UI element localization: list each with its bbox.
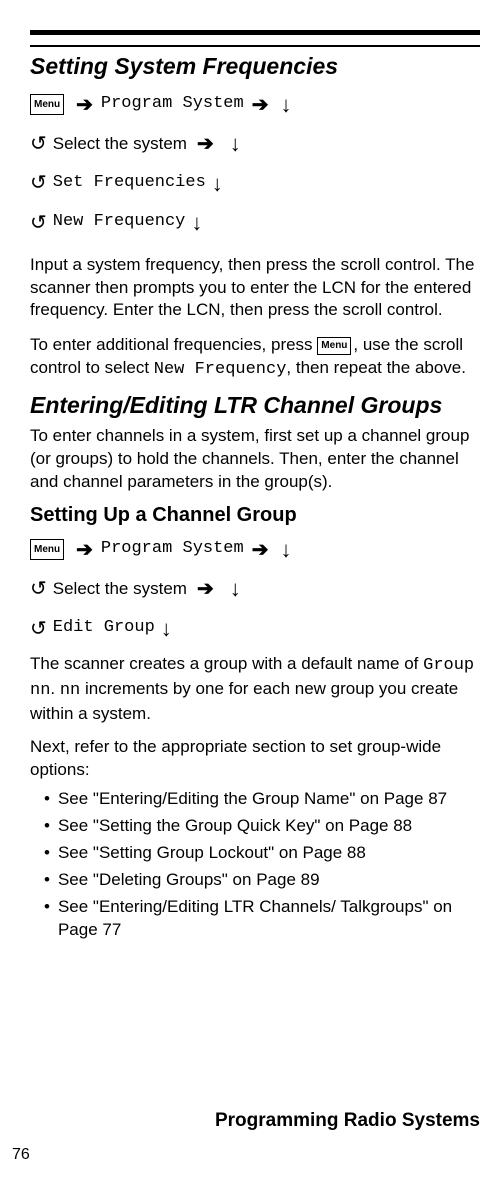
bullet-text: See "Entering/Editing LTR Channels/ Talk… [58, 896, 480, 942]
text-part: increments by one for each new group you… [30, 679, 458, 723]
bullet-text: See "Entering/Editing the Group Name" on… [58, 788, 480, 811]
arrow-right-icon: ➔ [197, 572, 214, 606]
program-system: Program System [101, 90, 244, 119]
arrow-right-icon: ➔ [252, 88, 269, 122]
text-part: To enter additional frequencies, press [30, 335, 317, 354]
refresh-icon: ↺ [30, 572, 47, 606]
nn: nn [60, 681, 80, 700]
arrow-right-icon: ➔ [197, 127, 214, 161]
nav-line: Menu ➔ Program System ➔ ↓ [30, 86, 480, 123]
paragraph: Input a system frequency, then press the… [30, 254, 480, 323]
refresh-icon: ↺ [30, 206, 47, 240]
section-title-frequencies: Setting System Frequencies [30, 53, 480, 80]
paragraph: To enter channels in a system, first set… [30, 425, 480, 494]
nav-line: ↺ Set Frequencies ↓ [30, 165, 480, 202]
select-system: Select the system [53, 130, 187, 159]
arrow-right-icon: ➔ [252, 533, 269, 567]
menu-box: Menu [30, 539, 64, 560]
nav-line: ↺ Select the system ➔ ↓ [30, 570, 480, 607]
arrow-right-icon: ➔ [76, 533, 93, 567]
arrow-down-icon: ↓ [212, 165, 223, 202]
nav-line: Menu ➔ Program System ➔ ↓ [30, 531, 480, 568]
new-frequency-inline: New Frequency [154, 360, 287, 379]
bullet-dot: • [44, 815, 50, 838]
arrow-down-icon: ↓ [191, 204, 202, 241]
bullet-dot: • [44, 788, 50, 811]
edit-group: Edit Group [53, 614, 155, 643]
page-number: 76 [12, 1146, 30, 1164]
bullet-dot: • [44, 869, 50, 892]
arrow-down-icon: ↓ [230, 570, 241, 607]
bullet-text: See "Deleting Groups" on Page 89 [58, 869, 480, 892]
paragraph: To enter additional frequencies, press M… [30, 334, 480, 382]
new-frequency: New Frequency [53, 208, 186, 237]
arrow-down-icon: ↓ [280, 531, 291, 568]
menu-box: Menu [30, 94, 64, 115]
refresh-icon: ↺ [30, 166, 47, 200]
menu-box: Menu [317, 337, 351, 355]
list-item: • See "Entering/Editing LTR Channels/ Ta… [44, 896, 480, 942]
list-item: • See "Setting the Group Quick Key" on P… [44, 815, 480, 838]
bullet-dot: • [44, 842, 50, 865]
text-part: , then repeat the above. [286, 358, 466, 377]
arrow-down-icon: ↓ [161, 610, 172, 647]
bullet-text: See "Setting the Group Quick Key" on Pag… [58, 815, 480, 838]
list-item: • See "Deleting Groups" on Page 89 [44, 869, 480, 892]
list-item: • See "Setting Group Lockout" on Page 88 [44, 842, 480, 865]
nav-line: ↺ Select the system ➔ ↓ [30, 125, 480, 162]
arrow-down-icon: ↓ [280, 86, 291, 123]
list-item: • See "Entering/Editing the Group Name" … [44, 788, 480, 811]
nav-line: ↺ Edit Group ↓ [30, 610, 480, 647]
text-part: . [50, 679, 59, 698]
arrow-right-icon: ➔ [76, 88, 93, 122]
sub-title-channel-group: Setting Up a Channel Group [30, 504, 480, 527]
rule-thin [30, 45, 480, 47]
refresh-icon: ↺ [30, 612, 47, 646]
nav-line: ↺ New Frequency ↓ [30, 204, 480, 241]
set-frequencies: Set Frequencies [53, 169, 206, 198]
footer-title: Programming Radio Systems [215, 1110, 480, 1132]
refresh-icon: ↺ [30, 127, 47, 161]
section-title-ltr-groups: Entering/Editing LTR Channel Groups [30, 392, 480, 419]
arrow-down-icon: ↓ [230, 125, 241, 162]
bullet-text: See "Setting Group Lockout" on Page 88 [58, 842, 480, 865]
text-part: The scanner creates a group with a defau… [30, 654, 423, 673]
select-system: Select the system [53, 575, 187, 604]
program-system: Program System [101, 535, 244, 564]
rule-thick [30, 30, 480, 35]
bullet-list: • See "Entering/Editing the Group Name" … [44, 788, 480, 942]
paragraph: Next, refer to the appropriate section t… [30, 736, 480, 782]
paragraph: The scanner creates a group with a defau… [30, 653, 480, 726]
bullet-dot: • [44, 896, 50, 942]
